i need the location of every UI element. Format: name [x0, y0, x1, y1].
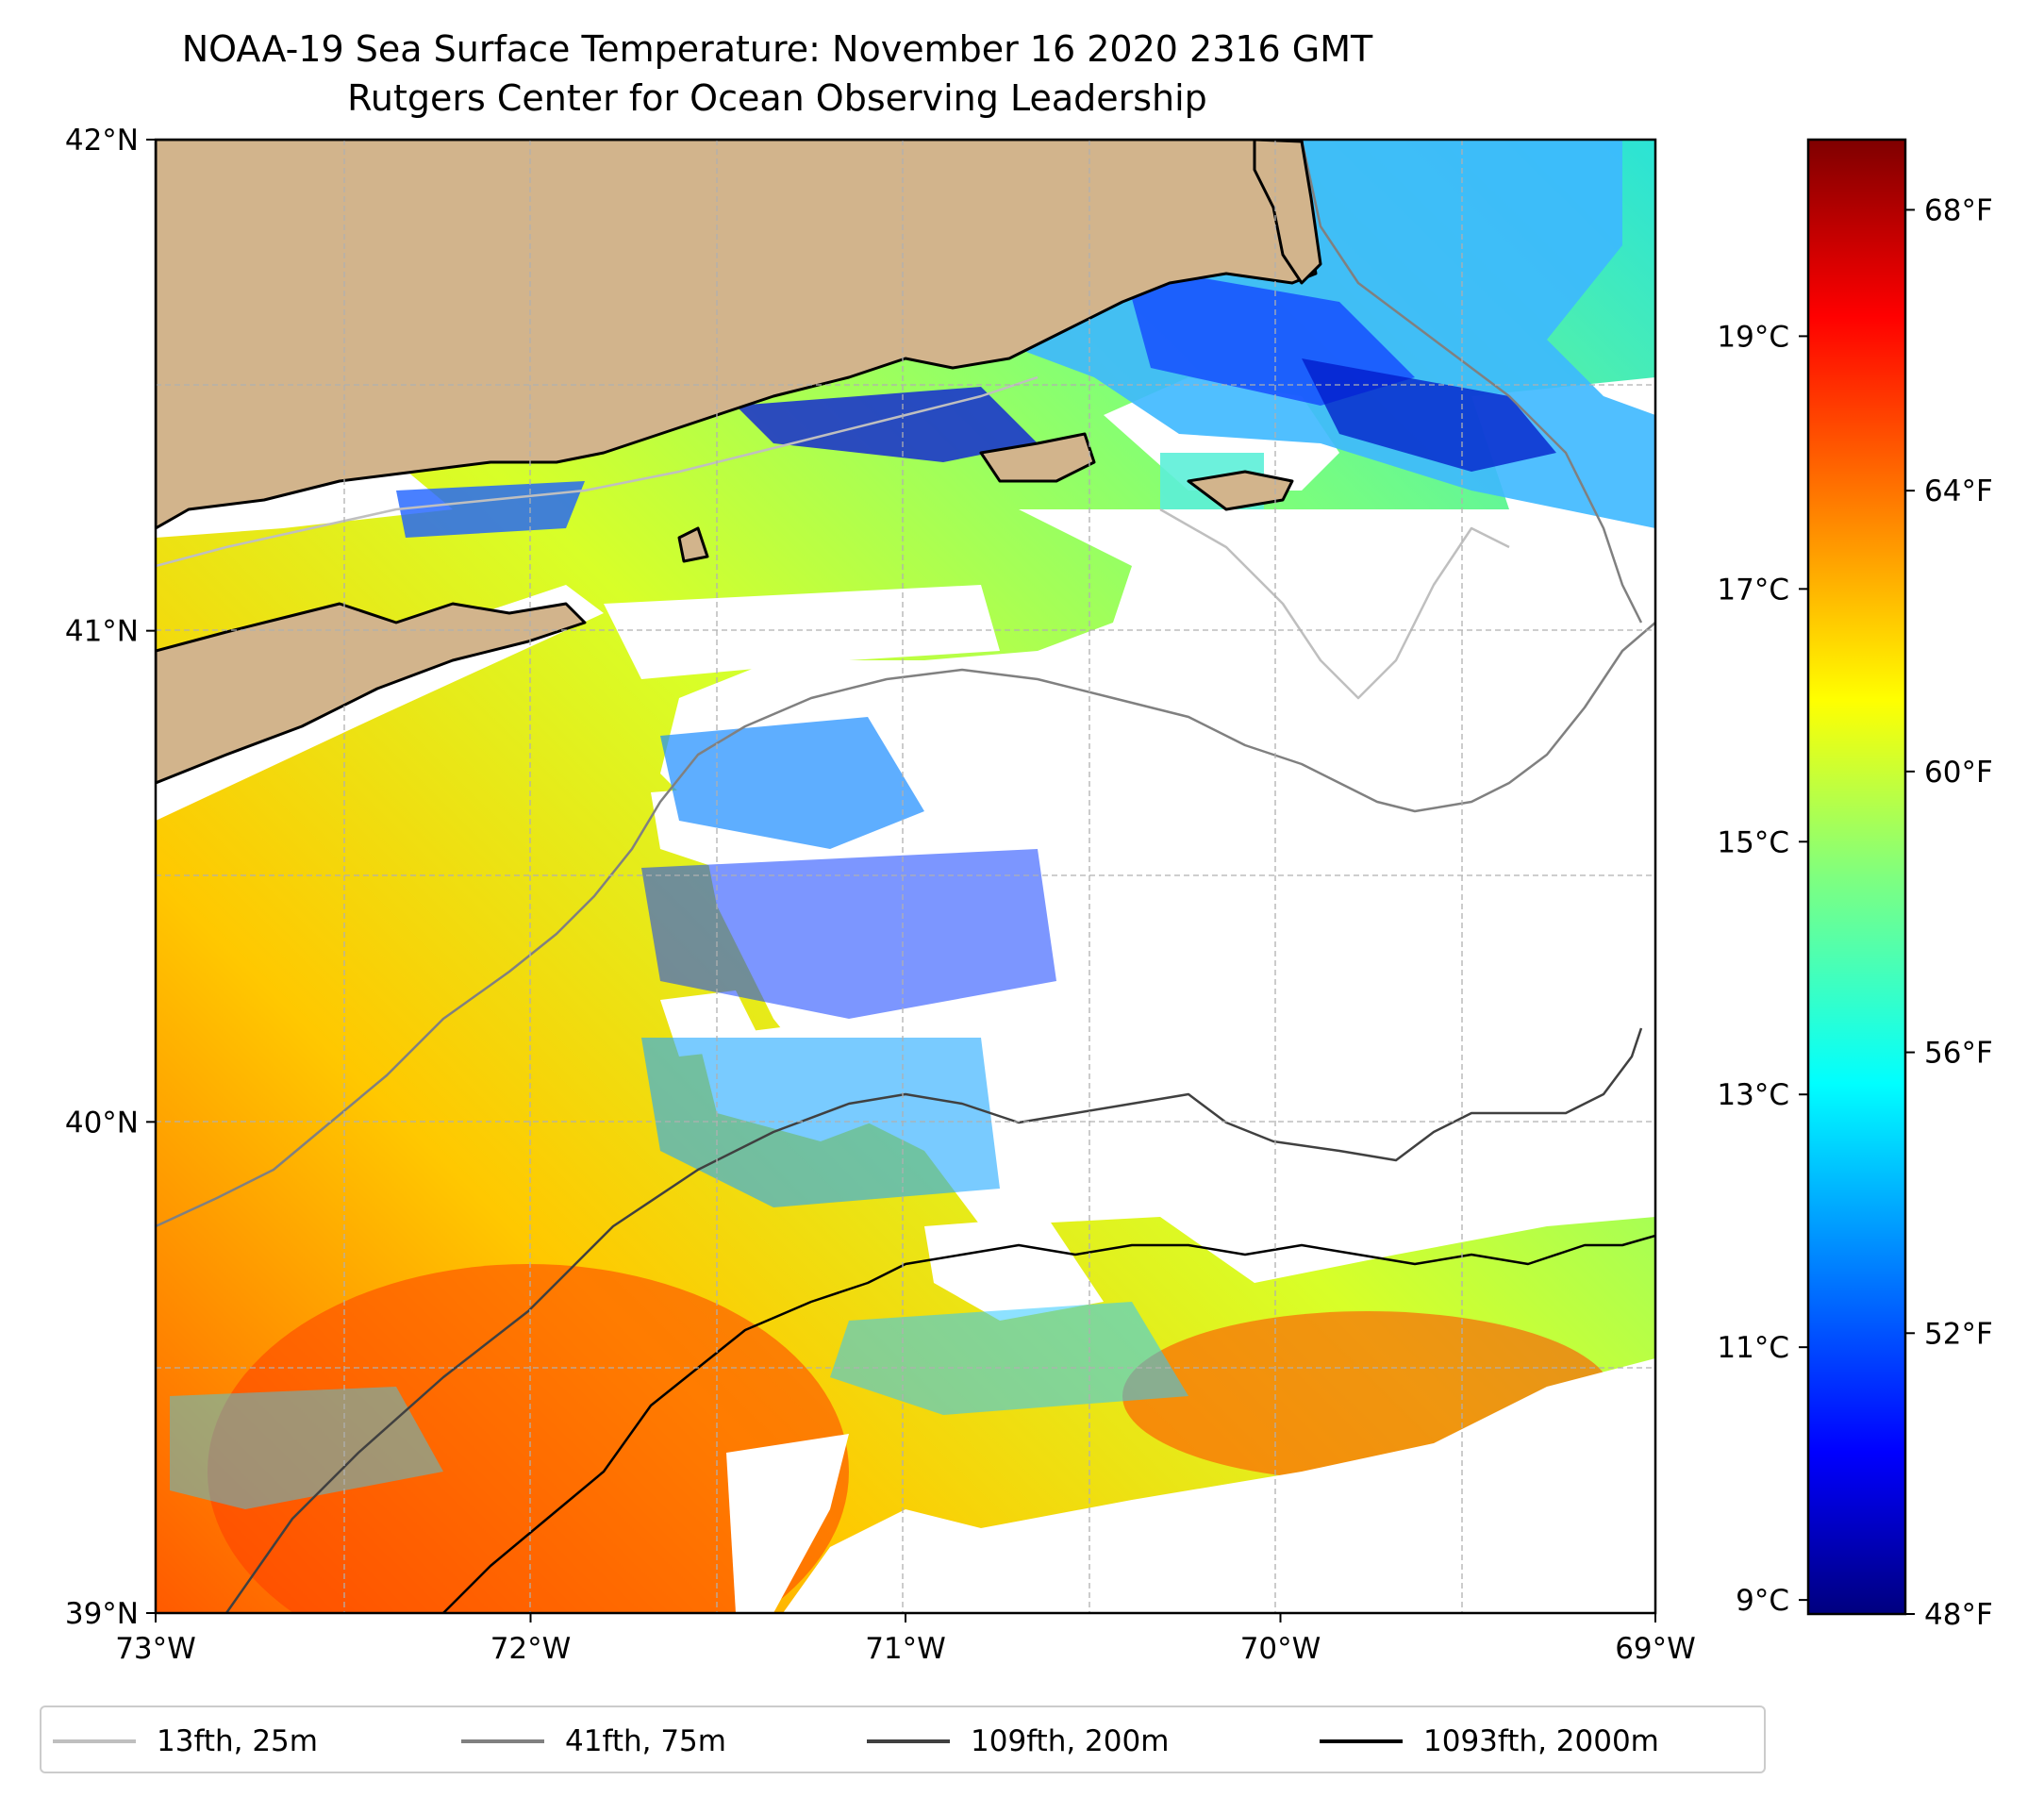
colorbar-f-tick-label: 68°F [1924, 193, 1993, 227]
legend-item: 109fth, 200m [867, 1707, 1169, 1775]
land-nantucket [1187, 470, 1294, 511]
x-tick-label: 72°W [490, 1632, 572, 1666]
contour-200m [224, 1027, 1643, 1613]
colorbar-c-tick-label: 9°C [1736, 1584, 1789, 1618]
gridline [343, 140, 1463, 1613]
y-axis: 39°N 40°N 41°N 42°N [65, 124, 156, 1631]
land-mainland [156, 140, 1318, 530]
land-block-island [677, 526, 709, 563]
land-marthas-vineyard [979, 432, 1096, 483]
colorbar-celsius-axis: 9°C 11°C 13°C 15°C 17°C 19°C [1717, 320, 1808, 1618]
sst-warm-region [208, 1264, 849, 1613]
legend-label: 13fth, 25m [157, 1724, 318, 1758]
colorbar-f-tick-label: 60°F [1924, 756, 1993, 790]
sst-cold-patches [170, 140, 1655, 1509]
x-tick-label: 71°W [865, 1632, 946, 1666]
colorbar [1806, 138, 1907, 1616]
sst-cold-patch [170, 1387, 443, 1509]
x-tick-label: 73°W [115, 1632, 196, 1666]
missing-data-patch [156, 462, 453, 538]
sst-cold-patch [830, 1302, 1188, 1415]
missing-data-patch [783, 1358, 1655, 1613]
missing-data-patch [604, 585, 1000, 679]
colorbar-f-tick-label: 48°F [1924, 1598, 1993, 1632]
y-tick-label: 41°N [65, 615, 139, 649]
colorbar-f-tick-label: 64°F [1924, 474, 1993, 508]
legend: 13fth, 25m 41fth, 75m 109fth, 200m 1093fth,… [40, 1705, 1766, 1773]
legend-label: 41fth, 75m [565, 1724, 726, 1758]
x-tick-label: 69°W [1615, 1632, 1696, 1666]
colorbar-c-tick-label: 13°C [1717, 1078, 1789, 1112]
colorbar-f-tick-label: 56°F [1924, 1037, 1993, 1071]
contour-2000m [442, 1234, 1655, 1613]
legend-line-swatch [867, 1739, 950, 1743]
map-subtitle: Rutgers Center for Ocean Observing Leade… [347, 77, 1207, 119]
legend-item: 1093fth, 2000m [1320, 1707, 1659, 1775]
legend-item: 41fth, 75m [461, 1707, 726, 1775]
y-tick-label: 42°N [65, 124, 139, 158]
colorbar-fahrenheit-axis: 48°F 52°F 56°F 60°F 64°F 68°F [1905, 193, 1993, 1632]
colorbar-c-tick-label: 17°C [1717, 573, 1789, 607]
legend-line-swatch [1320, 1739, 1403, 1743]
contour-75m [156, 140, 1655, 1228]
x-axis: 73°W 72°W 71°W 70°W 69°W [115, 1613, 1696, 1666]
map-title: NOAA-19 Sea Surface Temperature: Novembe… [181, 28, 1373, 70]
missing-data-patch [924, 1217, 1104, 1321]
land-long-island [156, 602, 587, 785]
sst-cold-patch [641, 1038, 1000, 1207]
y-tick-label: 39°N [65, 1597, 139, 1631]
sst-cold-patch [736, 387, 1038, 462]
missing-data-patch [726, 1434, 849, 1613]
gridlines [156, 140, 1655, 1613]
x-tick-label: 70°W [1240, 1632, 1321, 1666]
colorbar-c-tick-label: 19°C [1717, 320, 1789, 354]
legend-item: 13fth, 25m [53, 1707, 318, 1775]
y-tick-label: 40°N [65, 1106, 139, 1140]
colorbar-f-tick-label: 52°F [1924, 1317, 1993, 1351]
legend-label: 1093fth, 2000m [1423, 1724, 1659, 1758]
legend-line-swatch [461, 1739, 544, 1743]
sst-cold-patch [641, 849, 1056, 1019]
sst-cold-patch [1302, 358, 1556, 472]
gridline [156, 384, 1655, 1369]
legend-line-swatch [53, 1739, 136, 1743]
legend-label: 109fth, 200m [971, 1724, 1170, 1758]
land-cape-cod [1253, 140, 1322, 285]
contour-25m [156, 375, 1510, 700]
sst-cold-patch [660, 717, 924, 849]
colorbar-c-tick-label: 11°C [1717, 1331, 1789, 1365]
colorbar-c-tick-label: 15°C [1717, 825, 1789, 859]
